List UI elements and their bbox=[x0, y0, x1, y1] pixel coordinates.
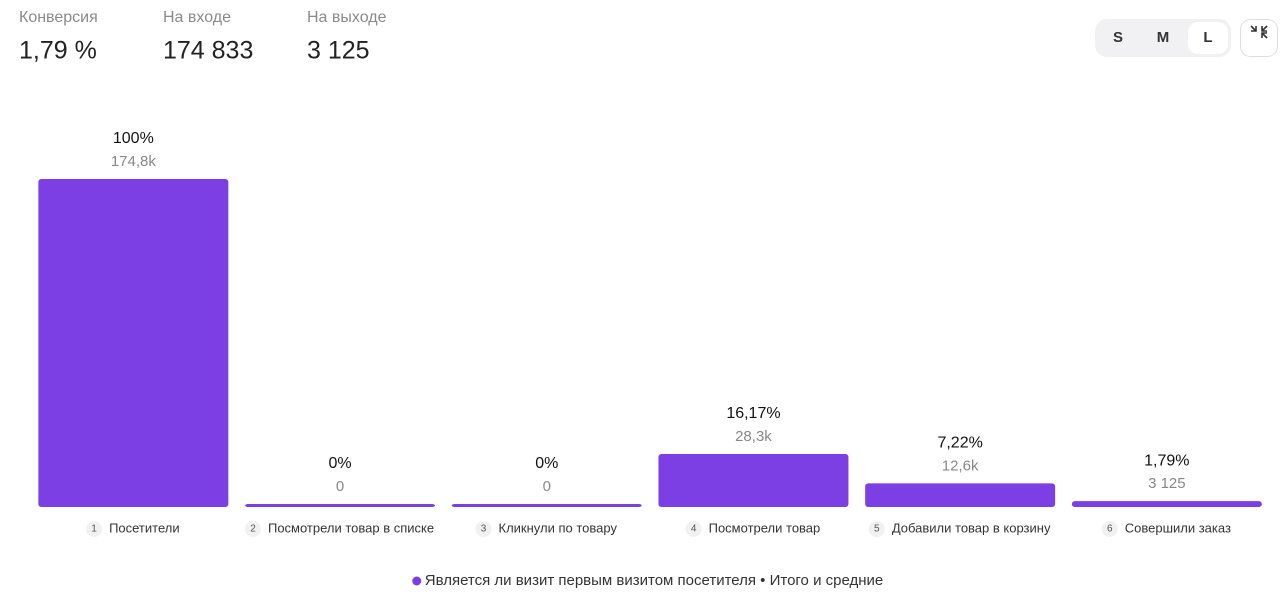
bar bbox=[38, 179, 229, 507]
size-button[interactable]: L bbox=[1203, 29, 1212, 46]
category-label: Посмотрели товар в списке bbox=[268, 520, 434, 535]
count-label: 12,6k bbox=[942, 457, 979, 474]
step-number: 5 bbox=[874, 524, 880, 535]
stat-value: 174 833 bbox=[163, 37, 253, 65]
category-label: Посмотрели товар bbox=[709, 520, 821, 535]
count-label: 3 125 bbox=[1148, 475, 1186, 492]
count-label: 28,3k bbox=[735, 428, 772, 445]
collapse-icon bbox=[1250, 25, 1268, 39]
value-label: 7,22% bbox=[937, 435, 982, 452]
stat-label: На входе bbox=[163, 9, 231, 26]
stat-label: На выходе bbox=[307, 9, 387, 26]
value-label: 1,79% bbox=[1144, 452, 1189, 469]
stat-value: 3 125 bbox=[307, 37, 370, 65]
bar bbox=[1071, 501, 1262, 507]
value-label: 16,17% bbox=[726, 405, 780, 422]
category-label: Кликнули по товару bbox=[499, 520, 618, 535]
bar bbox=[451, 504, 642, 507]
category-label: Совершили заказ bbox=[1125, 520, 1231, 535]
step-badge bbox=[244, 521, 261, 537]
bar bbox=[865, 483, 1056, 507]
step-number: 6 bbox=[1107, 524, 1113, 535]
step-badge bbox=[475, 521, 492, 537]
step-number: 3 bbox=[481, 524, 487, 535]
step-number: 2 bbox=[250, 524, 256, 535]
count-label: 174,8k bbox=[111, 153, 157, 170]
step-number: 4 bbox=[691, 524, 697, 535]
stat-label: Конверсия bbox=[19, 9, 98, 26]
bar bbox=[658, 453, 849, 507]
bar bbox=[245, 504, 436, 507]
stat-value: 1,79 % bbox=[19, 37, 97, 65]
legend-label: Является ли визит первым визитом посетит… bbox=[425, 572, 883, 589]
category-label: Посетители bbox=[109, 520, 180, 535]
step-number: 1 bbox=[91, 524, 97, 535]
value-label: 100% bbox=[113, 130, 154, 147]
legend-swatch bbox=[412, 576, 422, 586]
step-badge bbox=[86, 521, 103, 537]
category-label: Добавили товар в корзину bbox=[892, 520, 1051, 535]
step-badge bbox=[685, 521, 702, 537]
step-badge bbox=[868, 521, 885, 537]
size-selected bbox=[1188, 22, 1228, 54]
size-button[interactable]: S bbox=[1113, 29, 1123, 46]
value-label: 0% bbox=[328, 455, 351, 472]
size-button[interactable]: M bbox=[1157, 29, 1170, 46]
count-label: 0 bbox=[336, 478, 344, 495]
count-label: 0 bbox=[543, 478, 551, 495]
collapse-button[interactable] bbox=[1240, 19, 1278, 57]
value-label: 0% bbox=[535, 455, 558, 472]
step-badge bbox=[1101, 521, 1118, 537]
